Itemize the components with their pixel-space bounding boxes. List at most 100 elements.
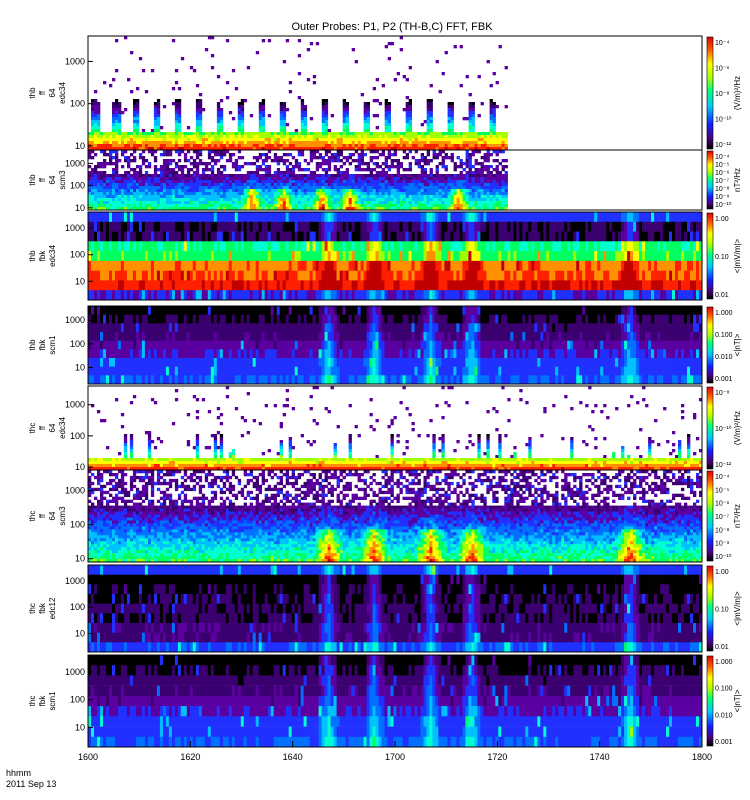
- colorbar-tick-label: 0.100: [715, 332, 733, 339]
- panel-label-line: fbk: [38, 339, 47, 351]
- colorbar-unit: (V/m)²/Hz: [733, 411, 742, 445]
- colorbar: 1.000 0.100 0.010 0.001 <|nT|>: [706, 306, 742, 384]
- colorbar-tick-label: 0.001: [715, 739, 733, 746]
- colorbar-gradient: [706, 386, 714, 470]
- panel-label: thb fbk edc34: [28, 245, 57, 267]
- y-tick-label: 100: [70, 602, 85, 612]
- colorbar-tick-label: 0.01: [715, 292, 729, 299]
- panel-background: [88, 386, 702, 470]
- panel-label-line: ff: [38, 513, 47, 518]
- panel-label-line: edc34: [48, 245, 57, 267]
- x-axis: 1600 1620 1640 1700 1720 1740 1800: [78, 741, 712, 762]
- colorbar-unit: nT²/Hz: [733, 504, 742, 528]
- spectrogram-image: [88, 212, 703, 301]
- colorbar-gradient: [706, 212, 714, 300]
- panel-label-line: 64: [48, 88, 57, 97]
- colorbar-tick-label: 10⁻⁴: [715, 474, 730, 481]
- figure-title: Outer Probes: P1, P2 (TH-B,C) FFT, FBK: [291, 21, 493, 33]
- spectrogram-image: [88, 306, 703, 385]
- colorbar-tick-label: 0.10: [715, 607, 729, 614]
- colorbar-tick-label: 10⁻⁸: [715, 390, 729, 397]
- y-tick-label: 1000: [65, 486, 85, 496]
- y-tick-label: 10: [75, 141, 85, 151]
- spectrogram-image: [88, 150, 508, 211]
- panel-label: thc ff 64 edc34: [28, 417, 67, 439]
- panel-label-line: 64: [48, 175, 57, 184]
- y-tick-label: 10: [75, 723, 85, 733]
- y-tick-label: 100: [70, 695, 85, 705]
- panel-label: thc fbk scm1: [28, 691, 57, 711]
- colorbar: 1.00 0.10 0.01 <|mV/m|>: [706, 212, 742, 300]
- colorbar-gradient: [706, 470, 714, 562]
- colorbar-tick-label: 0.01: [715, 644, 729, 651]
- colorbar-unit: <|nT|>: [733, 689, 742, 712]
- panel-6: 1000 100 10 thc ff 64 scm3 10⁻⁴ 10⁻⁵ 10⁻⁶ 10⁻⁷ 10⁻⁸…: [28, 469, 742, 564]
- colorbar-tick-label: 10⁻⁵: [715, 162, 729, 169]
- colorbar-tick-label: 10⁻⁷: [715, 514, 729, 521]
- panel-label-line: thc: [28, 423, 37, 434]
- panel-background: [88, 36, 702, 150]
- y-tick-label: 1000: [65, 667, 85, 677]
- panel-frame: [87, 305, 703, 385]
- panel-label-line: scm3: [58, 506, 67, 526]
- y-tick-label: 10: [75, 203, 85, 213]
- colorbar-tick-label: 1.00: [715, 216, 729, 223]
- colorbar: 1.000 0.100 0.010 0.001 <|nT|>: [706, 655, 742, 747]
- colorbar-unit: <|mV/m|>: [733, 238, 742, 273]
- panel-label-line: edc34: [58, 82, 67, 104]
- spectrogram-image: [88, 36, 508, 151]
- panel-frame: [87, 211, 703, 301]
- colorbar-tick-label: 1.00: [715, 569, 729, 576]
- y-tick-label: 1000: [65, 158, 85, 168]
- colorbar-tick-label: 10⁻⁶: [715, 66, 729, 73]
- colorbar: 10⁻⁴ 10⁻⁶ 10⁻⁸ 10⁻¹⁰ 10⁻¹² (V/m)²/Hz: [706, 36, 742, 150]
- panel-label-line: scm1: [48, 691, 57, 711]
- panel-label-line: edc34: [58, 417, 67, 439]
- panel-5: 1000 100 10 thc ff 64 edc34 10⁻⁸ 10⁻¹⁰ 10⁻¹² (V/m)…: [28, 385, 742, 472]
- colorbar-gradient: [706, 655, 714, 747]
- colorbar-tick-label: 10⁻⁸: [715, 186, 729, 193]
- panel-label: thb fbk scm1: [28, 335, 57, 355]
- colorbar-tick-label: 10⁻⁴: [715, 40, 730, 47]
- panel-frame: [87, 469, 703, 563]
- colorbar-tick-label: 10⁻⁶: [715, 170, 729, 177]
- panel-label-line: thb: [28, 87, 37, 99]
- y-tick-label: 10: [75, 554, 85, 564]
- colorbar: 1.00 0.10 0.01 <|mV/m|>: [706, 565, 742, 652]
- panel-label-line: thc: [28, 696, 37, 707]
- panel-label-line: fbk: [38, 250, 47, 262]
- colorbar-tick-label: 10⁻⁸: [715, 527, 729, 534]
- y-tick-label: 1000: [65, 400, 85, 410]
- x-tick-label: 1600: [78, 752, 98, 762]
- y-tick-label: 10: [75, 462, 85, 472]
- panel-label: thc ff 64 scm3: [28, 506, 67, 526]
- panel-label-line: thc: [28, 603, 37, 614]
- y-tick-label: 100: [70, 181, 85, 191]
- spectrogram-image: [88, 470, 703, 563]
- panel-label-line: thb: [28, 250, 37, 262]
- colorbar-tick-label: 10⁻¹²: [715, 142, 732, 149]
- panel-label-line: scm1: [48, 335, 57, 355]
- y-tick-label: 100: [70, 339, 85, 349]
- x-tick-label: 1640: [283, 752, 303, 762]
- x-tick-label: 1700: [385, 752, 405, 762]
- colorbar-tick-label: 1.000: [715, 659, 733, 666]
- x-tick-label: 1620: [180, 752, 200, 762]
- date-label: 2011 Sep 13: [6, 779, 56, 789]
- panel-label-line: scm3: [58, 170, 67, 190]
- colorbar-gradient: [706, 150, 714, 210]
- y-tick-label: 100: [70, 431, 85, 441]
- colorbar-tick-label: 0.010: [715, 354, 733, 361]
- x-tick-label: 1720: [487, 752, 507, 762]
- panel-label-line: thb: [28, 174, 37, 186]
- panel-label: thb ff 64 scm3: [28, 170, 67, 190]
- panel-label-line: ff: [38, 177, 47, 182]
- y-tick-label: 10: [75, 629, 85, 639]
- colorbar-tick-label: 10⁻¹²: [715, 462, 732, 469]
- y-tick-label: 100: [70, 520, 85, 530]
